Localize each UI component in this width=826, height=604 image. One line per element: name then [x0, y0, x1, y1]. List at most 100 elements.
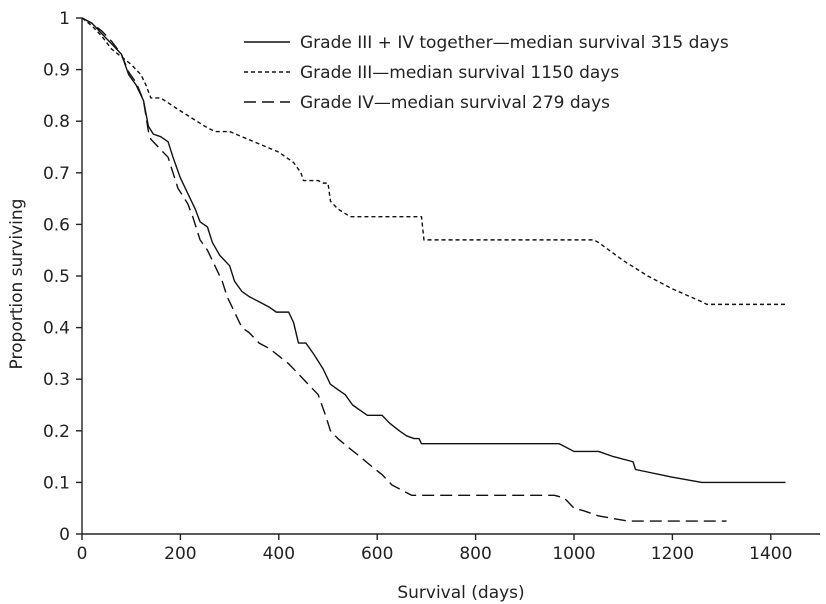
- data-point: [559, 443, 560, 444]
- data-point: [322, 368, 323, 369]
- data-point: [350, 448, 351, 449]
- data-point: [187, 193, 188, 194]
- data-point: [219, 255, 220, 256]
- y-tick-label: 0.9: [43, 61, 70, 81]
- data-point: [199, 239, 200, 240]
- data-point: [726, 521, 727, 522]
- data-point: [701, 301, 702, 302]
- data-point: [150, 139, 151, 140]
- data-point: [121, 54, 122, 55]
- data-point: [128, 74, 129, 75]
- data-point: [231, 306, 232, 307]
- data-point: [276, 312, 277, 313]
- data-point: [91, 25, 92, 26]
- data-point: [598, 451, 599, 452]
- data-point: [249, 296, 250, 297]
- series-line-3: [81, 17, 727, 522]
- data-point: [204, 126, 205, 127]
- data-point: [222, 281, 223, 282]
- data-point: [318, 180, 319, 181]
- data-point: [305, 342, 306, 343]
- y-axis-ticks: 0 0.1 0.2 0.3 0.4 0.5 0.6 0.7 0.8 0.9 1: [43, 9, 82, 545]
- x-tick-label: 1000: [552, 544, 595, 564]
- y-tick-label: 0.6: [43, 215, 70, 235]
- data-point: [241, 291, 242, 292]
- data-point: [554, 495, 555, 496]
- data-point: [187, 203, 188, 204]
- x-tick-label: 1200: [651, 544, 694, 564]
- data-point: [352, 404, 353, 405]
- data-point: [647, 275, 648, 276]
- y-tick-label: 0.4: [43, 319, 70, 339]
- data-point: [259, 342, 260, 343]
- data-point: [406, 435, 407, 436]
- series-points-2: [81, 17, 786, 305]
- series-points-1: [81, 17, 786, 483]
- data-point: [131, 64, 132, 65]
- data-point: [278, 152, 279, 153]
- x-axis-ticks: 0 200 400 600 800 1000 1200 1400: [77, 534, 792, 564]
- data-point: [111, 43, 112, 44]
- data-point: [192, 216, 193, 217]
- data-point: [236, 317, 237, 318]
- data-point: [145, 84, 146, 85]
- data-point: [229, 265, 230, 266]
- y-tick-label: 0: [59, 525, 70, 545]
- data-point: [288, 312, 289, 313]
- data-point: [423, 239, 424, 240]
- data-point: [573, 451, 574, 452]
- data-point: [143, 100, 144, 101]
- data-point: [207, 250, 208, 251]
- data-point: [406, 492, 407, 493]
- series-line-1: [81, 17, 786, 484]
- data-point: [177, 188, 178, 189]
- data-point: [229, 131, 230, 132]
- data-point: [303, 180, 304, 181]
- data-point: [160, 97, 161, 98]
- y-tick-label: 0.3: [43, 370, 70, 390]
- data-point: [455, 443, 456, 444]
- x-tick-label: 200: [164, 544, 196, 564]
- data-point: [313, 353, 314, 354]
- x-tick-label: 800: [459, 544, 491, 564]
- data-point: [172, 172, 173, 173]
- data-point: [298, 342, 299, 343]
- data-point: [411, 495, 412, 496]
- data-point: [598, 242, 599, 243]
- data-point: [199, 221, 200, 222]
- data-point: [325, 415, 326, 416]
- data-point: [573, 508, 574, 509]
- data-point: [382, 415, 383, 416]
- data-point: [241, 327, 242, 328]
- data-point: [268, 306, 269, 307]
- data-point: [359, 456, 360, 457]
- data-point: [564, 497, 565, 498]
- data-point: [701, 482, 702, 483]
- data-point: [327, 183, 328, 184]
- data-point: [168, 141, 169, 142]
- data-point: [672, 288, 673, 289]
- data-point: [81, 17, 82, 18]
- data-point: [330, 384, 331, 385]
- data-point: [288, 363, 289, 364]
- data-point: [583, 510, 584, 511]
- data-point: [357, 216, 358, 217]
- data-point: [293, 322, 294, 323]
- data-point: [195, 208, 196, 209]
- data-point: [785, 304, 786, 305]
- data-point: [418, 438, 419, 439]
- data-point: [632, 461, 633, 462]
- data-point: [293, 162, 294, 163]
- y-axis-label: Proportion surviving: [7, 199, 27, 370]
- x-tick-label: 400: [263, 544, 295, 564]
- data-point: [337, 438, 338, 439]
- data-point: [207, 226, 208, 227]
- data-point: [148, 131, 149, 132]
- data-point: [345, 394, 346, 395]
- data-point: [672, 477, 673, 478]
- data-point: [389, 422, 390, 423]
- data-point: [623, 260, 624, 261]
- data-point: [214, 131, 215, 132]
- data-point: [101, 30, 102, 31]
- legend-label-3: Grade IV—median survival 279 days: [300, 93, 610, 113]
